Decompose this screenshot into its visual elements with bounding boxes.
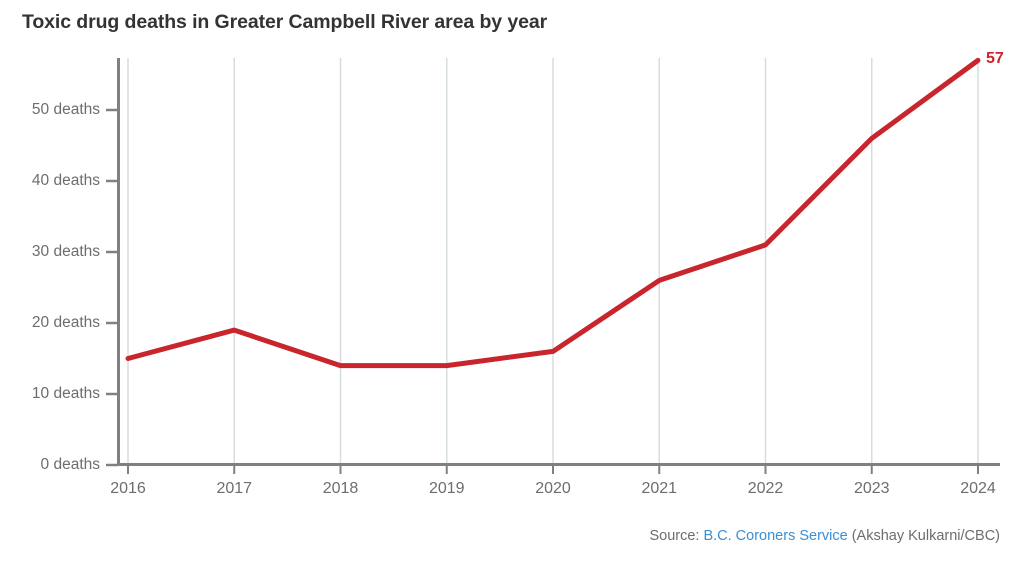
source-attribution: Source: B.C. Coroners Service (Akshay Ku… (649, 528, 1000, 544)
x-tick-label-2022: 2022 (747, 480, 784, 497)
x-tick-label-2021: 2021 (641, 480, 678, 497)
source-credit-label: (Akshay Kulkarni/CBC) (847, 528, 1000, 544)
x-tick-label-2019: 2019 (428, 480, 465, 497)
chart-plot-area: 0 deaths 10 deaths 20 deaths 30 deaths 40 de… (31, 50, 1004, 497)
x-tick-label-2024: 2024 (960, 480, 996, 497)
axis-lines (117, 58, 1000, 466)
y-tick-label-10: 10 deaths (31, 385, 100, 402)
y-tick-label-30: 30 deaths (31, 243, 100, 260)
x-tick-label-2018: 2018 (322, 480, 359, 497)
y-tick-label-20: 20 deaths (31, 314, 100, 331)
source-link[interactable]: B.C. Coroners Service (703, 528, 848, 544)
y-tick-label-50: 50 deaths (31, 101, 100, 118)
line-chart-svg (106, 57, 1000, 474)
data-point-label-2024: 57 (986, 50, 1004, 68)
source-prefix-label: Source: (649, 528, 704, 544)
y-tick-label-0: 0 deaths (40, 456, 100, 473)
x-tick-label-2023: 2023 (853, 480, 890, 497)
page-title: Toxic drug deaths in Greater Campbell Ri… (22, 11, 548, 33)
x-tick-label-2016: 2016 (110, 480, 146, 497)
y-axis-ticks (106, 108, 118, 467)
data-series-line (125, 57, 981, 369)
x-axis-ticks (127, 465, 979, 474)
x-tick-label-2020: 2020 (535, 480, 571, 497)
y-tick-label-40: 40 deaths (31, 172, 100, 189)
gridlines (127, 58, 979, 465)
x-tick-label-2017: 2017 (216, 480, 253, 497)
